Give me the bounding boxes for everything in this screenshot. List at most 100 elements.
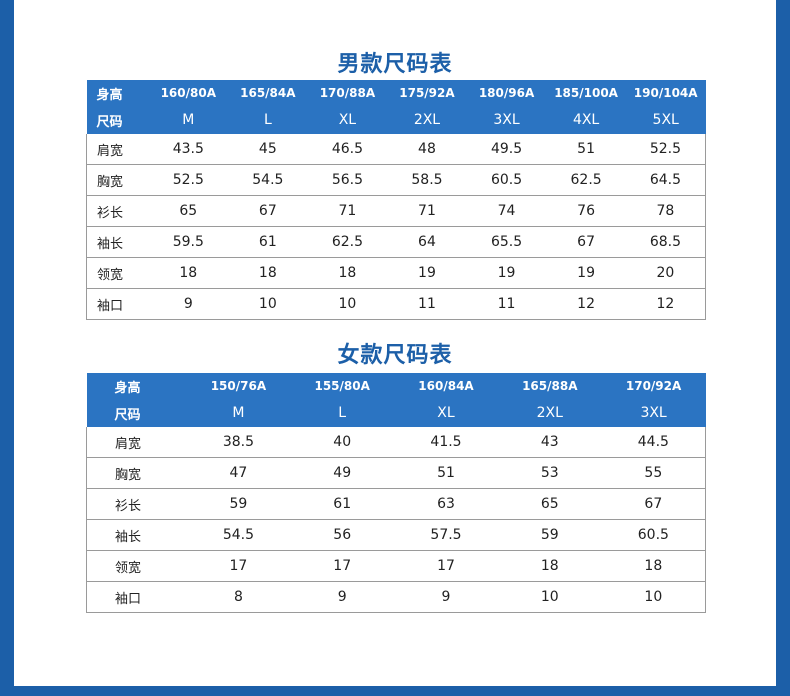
men-measurement-value: 11 xyxy=(387,288,467,320)
men-measurement-value: 64 xyxy=(387,226,467,258)
women-measurement-value: 49 xyxy=(290,457,395,489)
women-measurement-value: 56 xyxy=(290,519,395,551)
women-size-cell: XL xyxy=(394,399,498,427)
men-measurement-row: 袖长 59.5 61 62.5 64 65.5 67 68.5 xyxy=(86,226,706,258)
men-measurement-value: 60.5 xyxy=(466,164,547,196)
men-measurement-value: 74 xyxy=(466,195,547,227)
women-measurement-value: 60.5 xyxy=(601,519,706,551)
women-size-cell: M xyxy=(186,399,291,427)
men-measurement-value: 9 xyxy=(148,288,229,320)
women-measurement-value: 51 xyxy=(394,457,498,489)
women-measurement-value: 65 xyxy=(497,488,602,520)
men-measurement-label: 领宽 xyxy=(86,257,149,289)
men-size-cell: 3XL xyxy=(466,106,547,134)
men-measurement-value: 51 xyxy=(546,134,626,165)
women-measurement-value: 61 xyxy=(290,488,395,520)
men-measurement-value: 20 xyxy=(625,257,706,289)
men-measurement-row: 领宽 18 18 18 19 19 19 20 xyxy=(86,257,706,289)
women-measurement-value: 8 xyxy=(186,581,291,613)
bottom-frame-border xyxy=(0,686,790,696)
women-measurement-value: 53 xyxy=(497,457,602,489)
men-measurement-value: 78 xyxy=(625,195,706,227)
men-measurement-label: 胸宽 xyxy=(86,164,149,196)
women-measurement-value: 18 xyxy=(497,550,602,582)
women-height-header-row: 身高 150/76A 155/80A 160/84A 165/88A 170/92A xyxy=(86,373,706,399)
men-height-cell: 170/88A xyxy=(307,80,388,106)
men-size-chart-title: 男款尺码表 xyxy=(337,52,453,77)
women-measurement-value: 17 xyxy=(186,550,291,582)
women-measurement-label: 胸宽 xyxy=(86,457,187,489)
men-measurement-value: 12 xyxy=(625,288,706,320)
men-measurement-value: 71 xyxy=(307,195,388,227)
women-measurement-value: 54.5 xyxy=(186,519,291,551)
women-height-cell: 150/76A xyxy=(186,373,291,399)
men-measurement-value: 45 xyxy=(228,134,308,165)
women-measurement-value: 10 xyxy=(601,581,706,613)
women-measurement-value: 67 xyxy=(601,488,706,520)
men-measurement-row: 胸宽 52.5 54.5 56.5 58.5 60.5 62.5 64.5 xyxy=(86,164,706,196)
men-measurement-value: 19 xyxy=(466,257,547,289)
men-size-table: 身高 160/80A 165/84A 170/88A 175/92A 180/96A 185… xyxy=(86,80,706,320)
women-measurement-label: 衫长 xyxy=(86,488,187,520)
women-measurement-row: 袖长 54.5 56 57.5 59 60.5 xyxy=(86,519,706,551)
men-measurement-value: 46.5 xyxy=(307,134,388,165)
women-measurement-label: 肩宽 xyxy=(86,427,187,458)
men-size-cell: 4XL xyxy=(546,106,626,134)
women-measurement-label: 领宽 xyxy=(86,550,187,582)
women-height-header-label: 身高 xyxy=(86,373,187,399)
men-size-cell: M xyxy=(148,106,229,134)
women-size-chart-title: 女款尺码表 xyxy=(337,343,453,368)
women-size-cell: 2XL xyxy=(497,399,602,427)
men-measurement-row: 衫长 65 67 71 71 74 76 78 xyxy=(86,195,706,227)
men-measurement-row: 袖口 9 10 10 11 11 12 12 xyxy=(86,288,706,320)
women-measurement-row: 领宽 17 17 17 18 18 xyxy=(86,550,706,582)
men-height-cell: 190/104A xyxy=(625,80,706,106)
men-measurement-label: 袖长 xyxy=(86,226,149,258)
men-measurement-value: 76 xyxy=(546,195,626,227)
men-measurement-value: 18 xyxy=(148,257,229,289)
men-measurement-value: 49.5 xyxy=(466,134,547,165)
men-measurement-label: 袖口 xyxy=(86,288,149,320)
men-measurement-value: 43.5 xyxy=(148,134,229,165)
men-measurement-value: 67 xyxy=(546,226,626,258)
women-size-table: 身高 150/76A 155/80A 160/84A 165/88A 170/92A 尺码 M… xyxy=(86,373,706,613)
men-measurement-value: 52.5 xyxy=(148,164,229,196)
women-measurement-row: 衫长 59 61 63 65 67 xyxy=(86,488,706,520)
men-measurement-label: 肩宽 xyxy=(86,134,149,165)
men-measurement-value: 64.5 xyxy=(625,164,706,196)
women-size-cell: L xyxy=(290,399,395,427)
men-size-header-label: 尺码 xyxy=(86,106,149,134)
women-measurement-value: 18 xyxy=(601,550,706,582)
women-height-cell: 170/92A xyxy=(601,373,706,399)
men-measurement-value: 62.5 xyxy=(307,226,388,258)
men-measurement-value: 59.5 xyxy=(148,226,229,258)
men-measurement-value: 19 xyxy=(546,257,626,289)
men-measurement-value: 48 xyxy=(387,134,467,165)
men-size-header-row: 尺码 M L XL 2XL 3XL 4XL 5XL xyxy=(86,106,706,134)
women-measurement-value: 9 xyxy=(394,581,498,613)
men-height-header-row: 身高 160/80A 165/84A 170/88A 175/92A 180/96A 185… xyxy=(86,80,706,106)
men-measurement-value: 62.5 xyxy=(546,164,626,196)
men-measurement-value: 19 xyxy=(387,257,467,289)
men-measurement-value: 65 xyxy=(148,195,229,227)
women-size-header-label: 尺码 xyxy=(86,399,187,427)
women-measurement-value: 57.5 xyxy=(394,519,498,551)
women-measurement-value: 44.5 xyxy=(601,427,706,458)
women-measurement-label: 袖口 xyxy=(86,581,187,613)
women-measurement-value: 63 xyxy=(394,488,498,520)
women-measurement-row: 胸宽 47 49 51 53 55 xyxy=(86,457,706,489)
men-height-cell: 180/96A xyxy=(466,80,547,106)
men-size-cell: 5XL xyxy=(625,106,706,134)
men-measurement-value: 65.5 xyxy=(466,226,547,258)
women-measurement-row: 袖口 8 9 9 10 10 xyxy=(86,581,706,613)
women-height-cell: 155/80A xyxy=(290,373,395,399)
men-measurement-value: 10 xyxy=(228,288,308,320)
men-measurement-value: 56.5 xyxy=(307,164,388,196)
men-measurement-value: 12 xyxy=(546,288,626,320)
men-measurement-value: 67 xyxy=(228,195,308,227)
men-measurement-value: 18 xyxy=(228,257,308,289)
men-measurement-value: 58.5 xyxy=(387,164,467,196)
women-height-cell: 165/88A xyxy=(497,373,602,399)
women-measurement-value: 17 xyxy=(290,550,395,582)
women-measurement-value: 59 xyxy=(186,488,291,520)
